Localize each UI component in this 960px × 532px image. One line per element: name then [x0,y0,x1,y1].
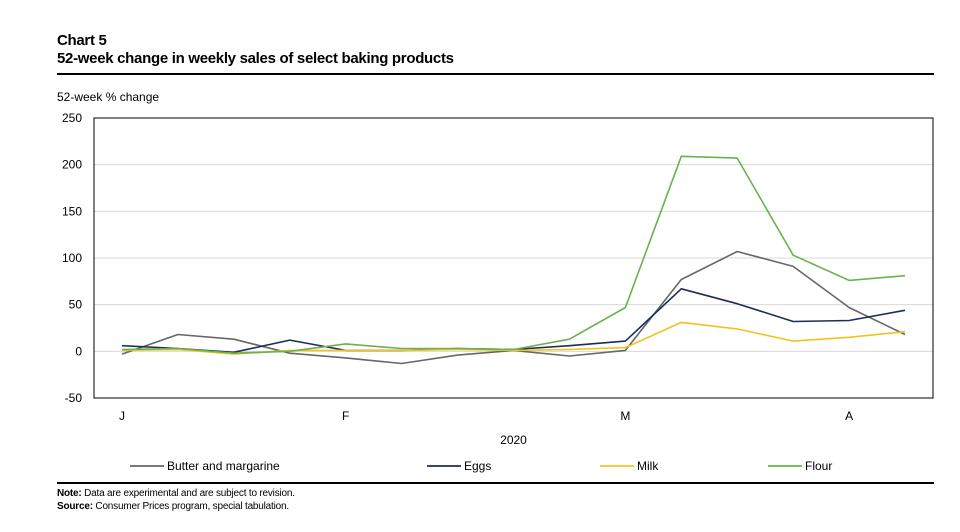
chart-label: Chart 5 [57,32,107,49]
series-lines [121,155,906,365]
x-tick-label: J [119,409,125,423]
source-label: Source: [57,501,93,512]
y-tick-label: -50 [65,391,83,405]
note-text: Data are experimental and are subject to… [81,488,295,499]
y-tick-label: 200 [62,158,82,172]
y-tick-label: 0 [75,344,82,358]
series-line-flour [121,155,906,355]
series-line-butter-and-margarine [121,250,906,365]
y-tick-label: 100 [62,251,82,265]
source-text: Consumer Prices program, special tabulat… [92,501,289,512]
legend-label: Eggs [464,459,491,473]
x-axis-label: 2020 [500,433,527,447]
legend: Butter and margarine Eggs Milk Flour [130,459,832,473]
legend-label: Milk [637,459,659,473]
y-axis-label: 52-week % change [57,90,160,104]
note-label: Note: [57,488,82,499]
x-tick-label: A [845,409,853,423]
legend-label: Butter and margarine [167,459,280,473]
note: Note: Data are experimental and are subj… [57,488,295,499]
source: Source: Consumer Prices program, special… [57,501,289,512]
gridlines [94,164,933,352]
series-line-eggs [121,287,906,354]
y-tick-label: 250 [62,111,82,125]
bottom-rule [57,482,934,484]
y-tick-labels: -50 0 50 100 150 200 250 [62,111,82,405]
plot-frame [93,117,934,399]
chart-title: 52-week change in weekly sales of select… [57,50,454,67]
y-tick-label: 150 [62,204,82,218]
x-tick-label: F [342,409,349,423]
legend-label: Flour [805,459,832,473]
top-rule [57,73,934,75]
y-tick-label: 50 [69,298,83,312]
x-tick-label: M [620,409,630,423]
